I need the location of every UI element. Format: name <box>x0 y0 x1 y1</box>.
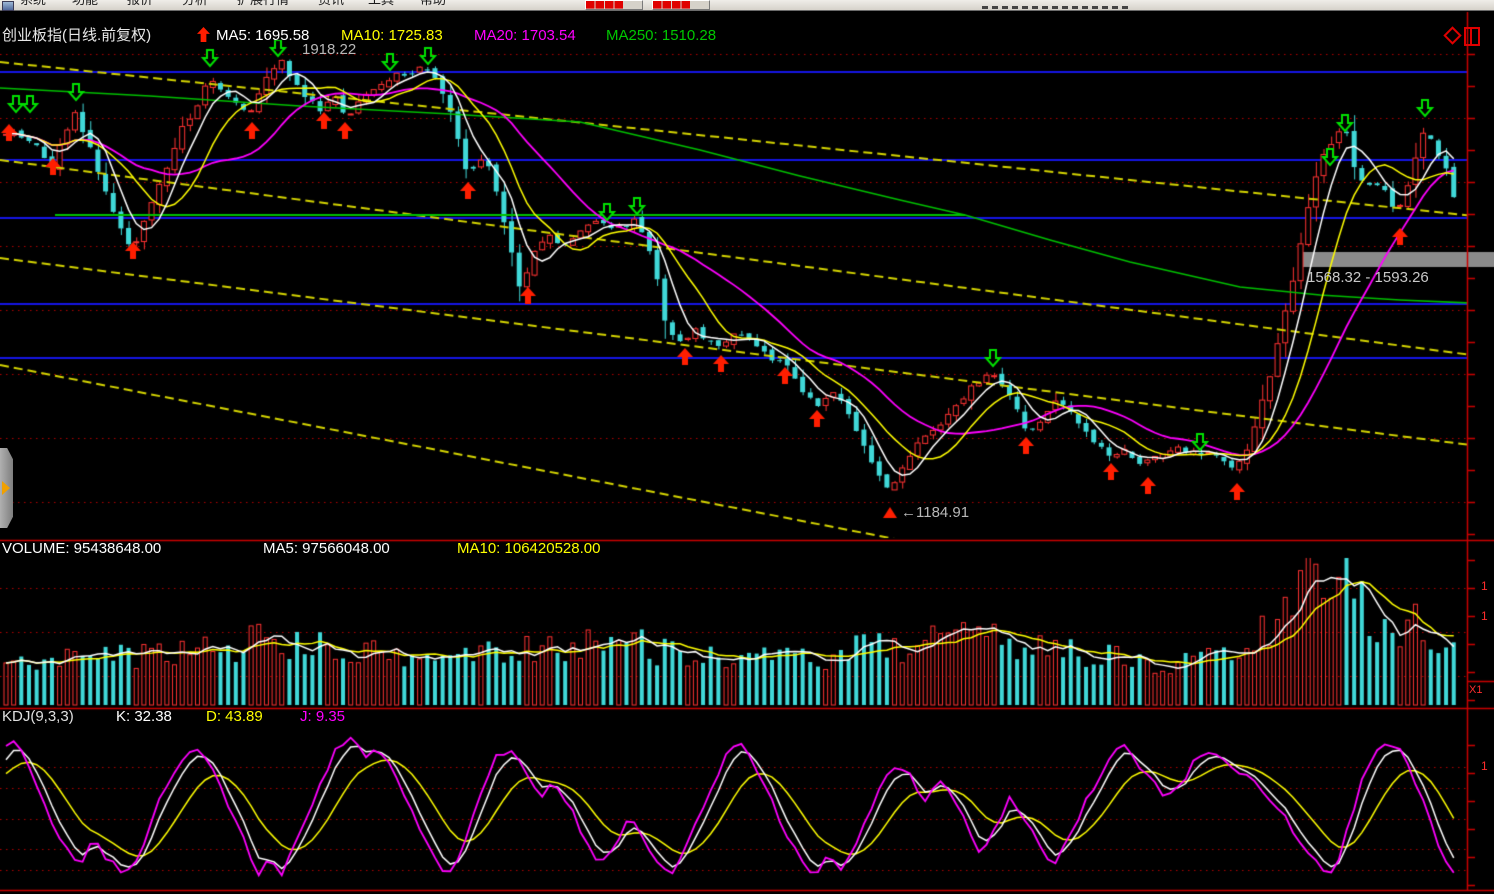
expand-arrow-icon <box>2 481 10 495</box>
app-icon[interactable] <box>2 1 14 11</box>
ma250-label: MA250: 1510.28 <box>606 27 717 44</box>
kdj-d-label: D: 43.89 <box>206 708 263 725</box>
ma10-label: MA10: 1725.83 <box>341 27 443 44</box>
gap-band-annotation: 1568.32 - 1593.26 <box>1307 269 1429 286</box>
high-price-annotation: 1918.22 <box>302 41 357 58</box>
menu-item-function[interactable]: 功能 <box>72 0 98 10</box>
volume-ma10-label: MA10: 106420528.00 <box>457 540 601 557</box>
menubar-red-button-1[interactable]: ████ <box>585 0 643 10</box>
kdj-j-label: J: 9.35 <box>300 708 346 725</box>
menu-item-help[interactable]: 帮助 <box>420 0 446 10</box>
menu-item-info[interactable]: 资讯 <box>318 0 344 10</box>
panes-icon[interactable] <box>1464 27 1480 46</box>
menu-item-extended[interactable]: 扩展行情 <box>237 0 289 10</box>
menubar: 系统 功能 报价 分析 扩展行情 资讯 工具 帮助 ████ ████ <box>0 0 1494 11</box>
volume-ma5-label: MA5: 97566048.00 <box>263 540 390 557</box>
kdj-axis-label-1: 1 <box>1481 759 1488 773</box>
volume-panel[interactable] <box>0 541 1467 708</box>
menu-item-system[interactable]: 系统 <box>20 0 46 10</box>
volume-label: VOLUME: 95438648.00 <box>2 540 162 557</box>
ma20-label: MA20: 1703.54 <box>474 27 576 44</box>
kdj-k-label: K: 32.38 <box>116 708 172 725</box>
menubar-status-area <box>982 6 1132 9</box>
volume-scale-label: X1 <box>1469 684 1483 696</box>
menu-item-analysis[interactable]: 分析 <box>182 0 208 10</box>
ma5-label: MA5: 1695.58 <box>216 27 310 44</box>
main-chart-panel[interactable] <box>0 10 1467 540</box>
menu-item-tools[interactable]: 工具 <box>368 0 394 10</box>
volume-axis-label-1: 1 <box>1481 579 1488 593</box>
kdj-title: KDJ(9,3,3) <box>2 708 74 725</box>
low-price-annotation: ←1184.91 <box>901 504 970 521</box>
symbol-title: 创业板指(日线.前复权) <box>2 27 152 44</box>
kdj-panel[interactable] <box>0 709 1467 890</box>
menu-item-quotes[interactable]: 报价 <box>127 0 153 10</box>
volume-axis-label-2: 1 <box>1481 609 1488 623</box>
sidebar-expand-handle[interactable] <box>0 448 13 528</box>
menubar-red-button-2[interactable]: ████ <box>652 0 710 10</box>
